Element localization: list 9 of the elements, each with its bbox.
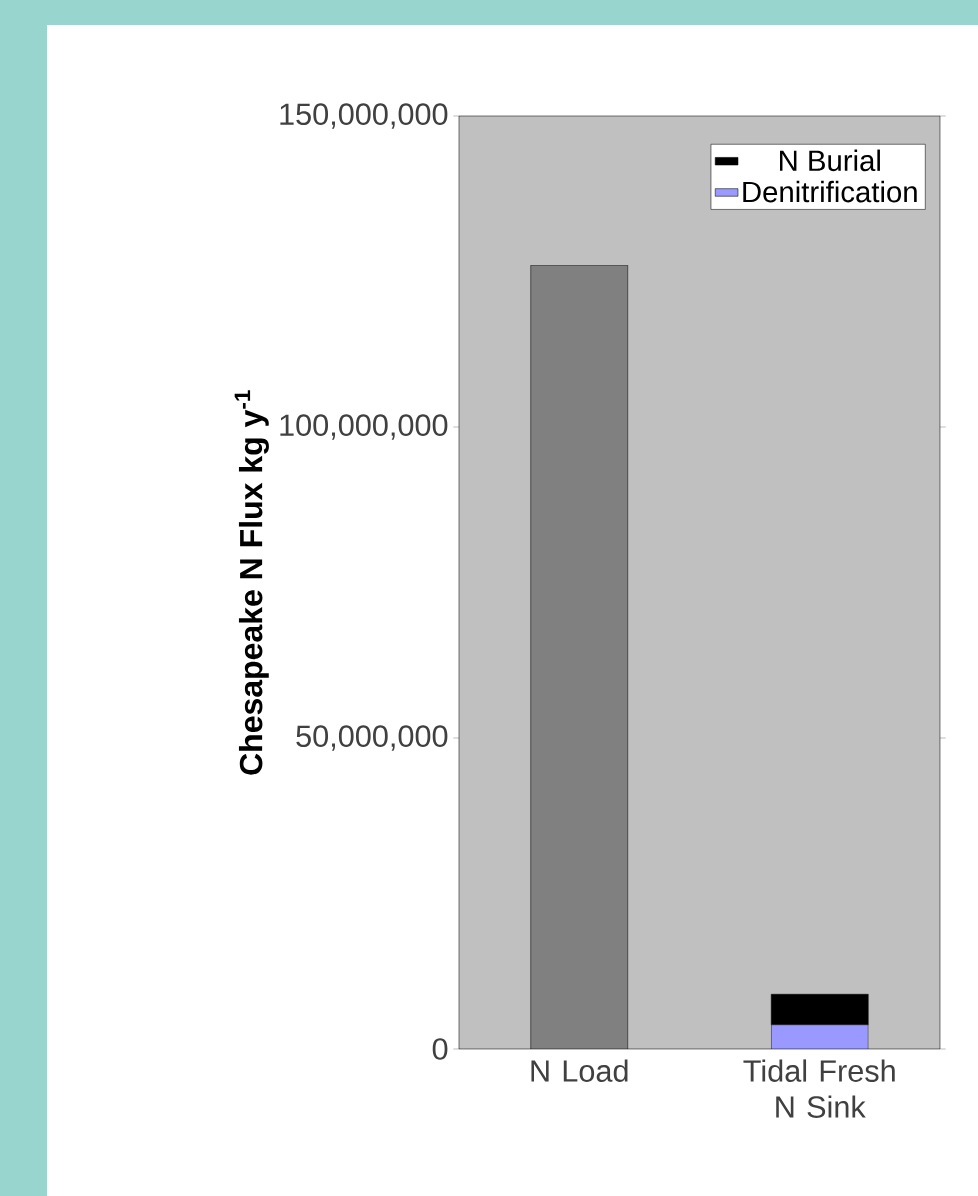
y-axis-title: Chesapeake N Flux kg y$^{-1}$ [234, 390, 269, 775]
y-tick-label: 50,000,000 [296, 725, 448, 751]
legend-label: Denitrification [743, 180, 917, 203]
x-tick-label: Tidal Fresh N Sink [743, 1059, 895, 1118]
y-tick-label: 100,000,000 [280, 414, 448, 440]
y-tick-label: 150,000,000 [280, 103, 448, 129]
legend-label: N Burial [780, 149, 880, 172]
x-tick-label: N Load [531, 1059, 628, 1082]
y-tick-label: 0 [432, 1038, 448, 1060]
